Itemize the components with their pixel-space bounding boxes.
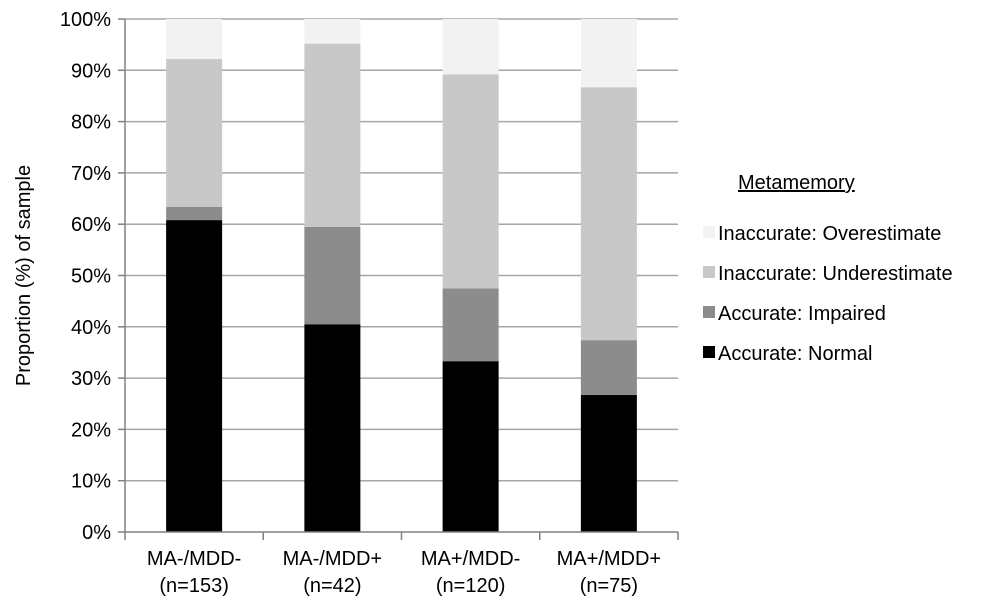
x-category-label: (n=42) bbox=[303, 575, 361, 597]
x-category-label: MA+/MDD- bbox=[421, 548, 520, 570]
x-category-label: (n=120) bbox=[436, 575, 506, 597]
x-category-label: MA-/MDD- bbox=[147, 548, 241, 570]
bar-segment bbox=[166, 19, 223, 60]
bar-segment bbox=[304, 19, 361, 44]
y-tick-label: 90% bbox=[71, 60, 111, 82]
x-category-labels: MA-/MDD- (n=153) MA-/MDD+ (n=42) MA+/MDD- (n=… bbox=[147, 548, 661, 597]
bar-segment bbox=[442, 74, 499, 289]
y-tick-label: 70% bbox=[71, 163, 111, 185]
x-category-label: MA+/MDD+ bbox=[557, 548, 661, 570]
x-category-label: (n=75) bbox=[580, 575, 638, 597]
y-tick-label: 40% bbox=[71, 317, 111, 339]
y-tick-label: 50% bbox=[71, 266, 111, 288]
legend-label: Inaccurate: Underestimate bbox=[718, 263, 953, 285]
bar-segment bbox=[580, 395, 637, 532]
bar-segment bbox=[580, 87, 637, 341]
x-category-label: (n=153) bbox=[159, 575, 229, 597]
y-tick-label: 0% bbox=[82, 522, 111, 544]
y-tick-label: 20% bbox=[71, 419, 111, 441]
legend-label: Accurate: Impaired bbox=[718, 303, 886, 325]
bar-segment bbox=[166, 206, 223, 221]
y-axis-label: Proportion (%) of sample bbox=[13, 165, 35, 386]
y-tick-label: 30% bbox=[71, 368, 111, 390]
bar-segment bbox=[442, 288, 499, 362]
legend-label: Inaccurate: Overestimate bbox=[718, 223, 941, 245]
bar-segment bbox=[166, 220, 223, 532]
x-category-label: MA-/MDD+ bbox=[283, 548, 382, 570]
legend-swatch bbox=[703, 306, 715, 318]
y-tick-labels: 0% 10% 20% 30% 40% 50% 60% 70% 80% 90% 100% bbox=[60, 9, 111, 544]
bar-segment bbox=[304, 226, 361, 325]
bar-segment bbox=[442, 19, 499, 75]
bar-segment bbox=[166, 59, 223, 207]
y-tick-label: 80% bbox=[71, 112, 111, 134]
legend-label: Accurate: Normal bbox=[718, 343, 873, 365]
y-tick-label: 100% bbox=[60, 9, 111, 31]
legend-swatch bbox=[703, 346, 715, 358]
y-tick-label: 60% bbox=[71, 214, 111, 236]
bar-segment bbox=[304, 43, 361, 227]
bars bbox=[166, 19, 637, 532]
bar-segment bbox=[304, 324, 361, 532]
legend: Metamemory Inaccurate: Overestimate Inacc… bbox=[703, 172, 953, 365]
bar-segment bbox=[580, 340, 637, 396]
legend-swatch bbox=[703, 226, 715, 238]
legend-swatch bbox=[703, 266, 715, 278]
legend-title: Metamemory bbox=[738, 172, 855, 194]
bar-segment bbox=[580, 19, 637, 88]
bar-segment bbox=[442, 361, 499, 532]
axes bbox=[118, 18, 679, 540]
y-tick-label: 10% bbox=[71, 471, 111, 493]
